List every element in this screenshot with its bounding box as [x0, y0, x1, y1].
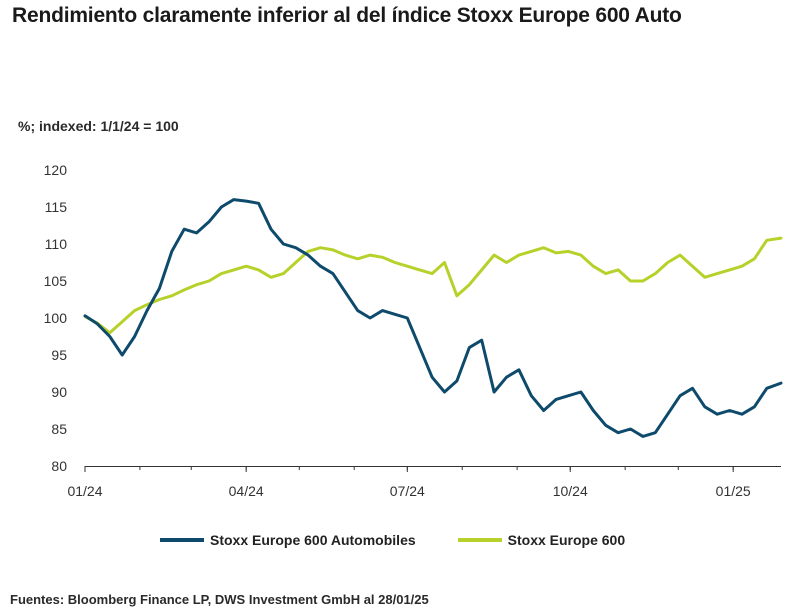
x-tick-label: 04/24 — [229, 483, 264, 499]
legend-item-automobiles: Stoxx Europe 600 Automobiles — [160, 532, 416, 548]
chart-title: Rendimiento claramente inferior al del í… — [12, 4, 682, 27]
y-tick-label: 85 — [51, 421, 67, 437]
y-tick-label: 115 — [45, 199, 68, 215]
legend: Stoxx Europe 600 Automobiles Stoxx Europ… — [160, 532, 667, 548]
y-tick-label: 80 — [51, 458, 67, 474]
y-tick-label: 105 — [44, 273, 68, 289]
y-tick-label: 110 — [45, 236, 68, 252]
legend-label-europe600: Stoxx Europe 600 — [507, 532, 626, 548]
source-note: Fuentes: Bloomberg Finance LP, DWS Inves… — [10, 592, 429, 607]
x-tick-label: 01/25 — [716, 483, 751, 499]
y-tick-label: 90 — [51, 384, 67, 400]
y-tick-label: 95 — [51, 347, 67, 363]
series-line-europe600 — [83, 236, 783, 335]
x-tick-label: 01/24 — [67, 483, 102, 499]
legend-swatch-automobiles — [160, 538, 204, 542]
x-tick-label: 10/24 — [553, 483, 588, 499]
x-tick-label: 07/24 — [390, 483, 425, 499]
x-axis: 01/24 04/24 07/24 10/24 01/25 — [67, 466, 781, 499]
legend-swatch-europe600 — [457, 538, 502, 542]
legend-label-automobiles: Stoxx Europe 600 Automobiles — [210, 532, 416, 548]
legend-item-europe600: Stoxx Europe 600 — [457, 532, 626, 548]
axis-unit-label: %; indexed: 1/1/24 = 100 — [18, 118, 179, 134]
series-line-automobiles — [83, 198, 783, 438]
y-axis: 80 85 90 95 100 105 110 115 120 — [44, 162, 68, 474]
y-tick-label: 120 — [44, 162, 68, 178]
y-tick-label: 100 — [44, 310, 68, 326]
series-layer — [83, 198, 783, 438]
